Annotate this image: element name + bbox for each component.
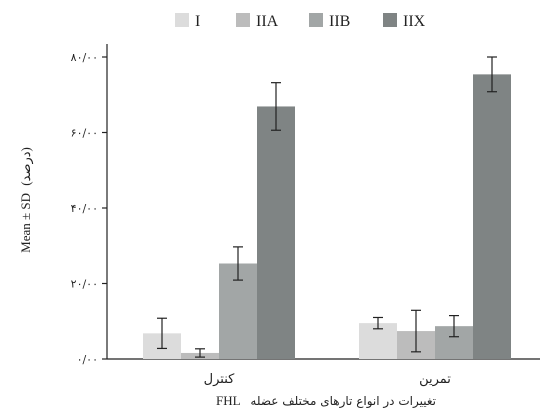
y-tick-label: ۸۰/۰۰ xyxy=(71,51,98,64)
y-axis-title-text: Mean ± SD xyxy=(18,193,33,253)
bar-IIX-0 xyxy=(257,106,295,359)
y-tick-label: ۰/۰۰ xyxy=(77,353,98,366)
legend: I IIA IIB IIX xyxy=(175,13,426,30)
y-axis-title: Mean ± SD (درصد) xyxy=(18,147,34,253)
category-labels: کنترل تمرین xyxy=(204,372,452,387)
y-axis-title-unit: (درصد) xyxy=(18,147,34,186)
legend-label-I: I xyxy=(195,13,200,30)
bars xyxy=(143,74,511,360)
error-bars xyxy=(157,56,497,358)
legend-swatch-IIB xyxy=(309,13,323,27)
category-label-0: کنترل xyxy=(204,372,235,387)
legend-swatch-I xyxy=(175,13,189,27)
bar-IIX-1 xyxy=(473,74,511,360)
y-tick-label: ۴۰/۰۰ xyxy=(71,202,98,215)
y-tick-label: ۲۰/۰۰ xyxy=(71,278,98,291)
x-axis-title-text: تغییرات در انواع تارهای مختلف عضله xyxy=(250,394,436,409)
x-axis-title: FHL تغییرات در انواع تارهای مختلف عضله xyxy=(216,393,436,409)
category-label-1: تمرین xyxy=(419,372,451,387)
y-ticks: ۰/۰۰ ۲۰/۰۰ ۴۰/۰۰ ۶۰/۰۰ ۸۰/۰۰ xyxy=(71,51,107,366)
legend-swatch-IIX xyxy=(383,13,397,27)
legend-swatch-IIA xyxy=(236,13,250,27)
legend-label-IIA: IIA xyxy=(256,13,279,30)
legend-label-IIB: IIB xyxy=(329,13,350,30)
x-axis-title-suffix: FHL xyxy=(216,393,241,408)
legend-label-IIX: IIX xyxy=(403,13,426,30)
y-tick-label: ۶۰/۰۰ xyxy=(71,127,98,140)
